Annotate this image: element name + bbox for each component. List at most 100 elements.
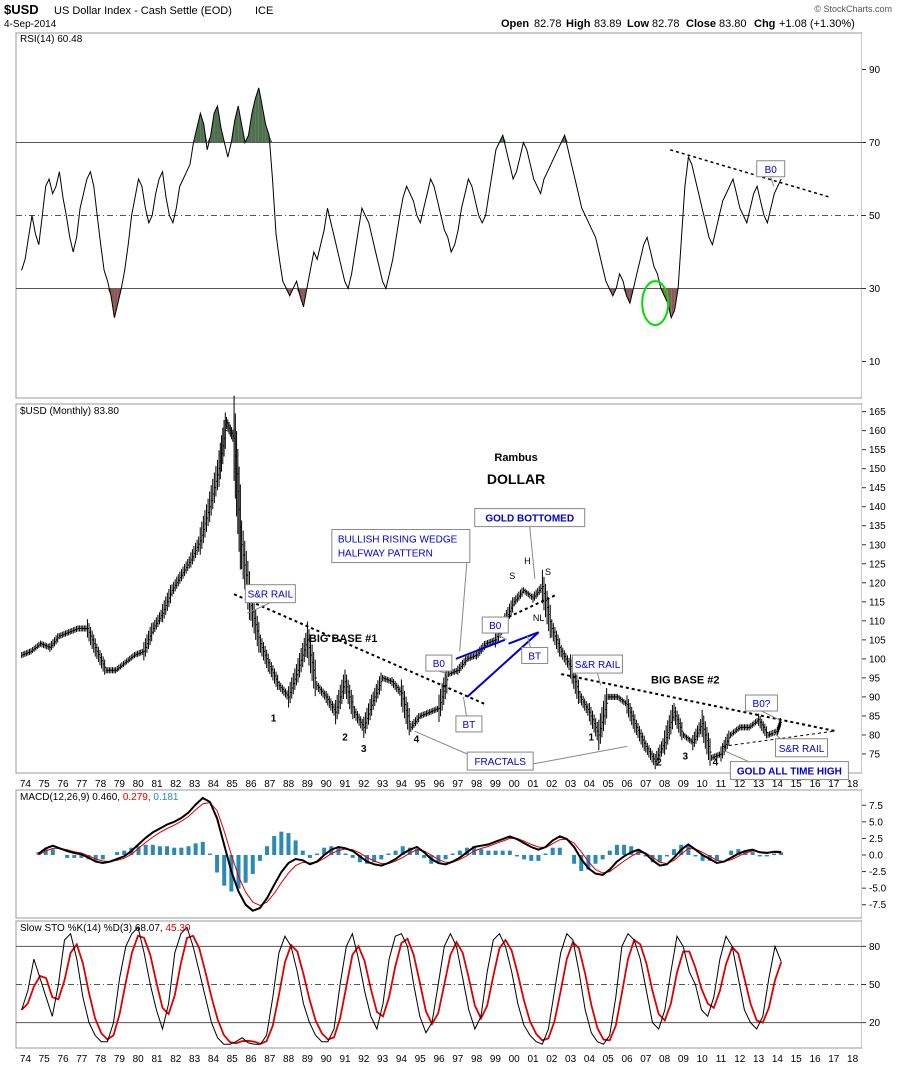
b0-callout-2: B0 (481, 616, 509, 641)
bt-callout-1: BT (455, 696, 483, 733)
macd-hist-bar (436, 854, 441, 863)
sto-ytick-label: 20 (869, 1018, 881, 1029)
rsi-axis-area (862, 33, 900, 398)
macd-hist-bar (779, 852, 784, 855)
macd-legend-part: 0.181 (151, 792, 179, 803)
sto-xtick-label: 85 (227, 1054, 239, 1065)
macd-ytick-label: -5.0 (869, 884, 887, 895)
b0-callout-1-box (425, 654, 453, 672)
macd-axis-area (862, 790, 900, 918)
b0-callout-1-text: B0 (433, 659, 446, 670)
price-xtick-label: 92 (358, 779, 370, 790)
price-xtick-label: 06 (621, 779, 633, 790)
price-xtick-label: 90 (321, 779, 333, 790)
b0q-callout-text: B0? (753, 699, 771, 710)
macd-legend-part: 0.460, (89, 792, 120, 803)
sto-xtick-label: 82 (170, 1054, 182, 1065)
sto-xtick-label: 93 (377, 1054, 389, 1065)
sto-xtick-label: 77 (76, 1054, 88, 1065)
chart-header: $USD US Dollar Index - Cash Settle (EOD)… (4, 2, 892, 30)
fractals-callout: FRACTALS (466, 745, 628, 771)
macd-hist-bar (450, 853, 455, 855)
b0q-callout-box (744, 694, 778, 712)
macd-hist-bar (443, 854, 448, 860)
macd-hist-bar (143, 844, 148, 855)
sto-d-line (20, 934, 783, 1045)
rsi-oversold-fill (114, 288, 118, 318)
sto-xtick-label: 03 (565, 1054, 577, 1065)
price-ytick-label: 75 (869, 749, 881, 760)
macd-hist-bar (300, 850, 305, 855)
macd-hist-bar (400, 846, 405, 855)
price-ytick-label: 85 (869, 711, 881, 722)
macd-hist-bar (415, 849, 420, 855)
macd-hist-bar (522, 854, 527, 860)
macd-hist-bar (643, 854, 648, 857)
instrument-name: US Dollar Index - Cash Settle (EOD) (54, 5, 232, 17)
macd-hist-bar (629, 846, 634, 855)
wedge-upper (455, 638, 506, 660)
fractals-callout-text: FRACTALS (474, 757, 526, 768)
sto-xtick-label: 18 (847, 1054, 859, 1065)
neckline-blue (508, 631, 539, 645)
macd-legend: MACD(12,26,9) 0.460, 0.279, 0.181 (20, 792, 179, 803)
wedge-callout-line1: BULLISH RISING WEDGE (338, 535, 458, 546)
macd-hist-bar (536, 854, 541, 861)
macd-hist-bar (372, 854, 377, 863)
macd-hist-bar (714, 854, 719, 861)
price-xtick-label: 16 (809, 779, 821, 790)
price-xtick-label: 02 (546, 779, 558, 790)
price-xtick-label: 97 (452, 779, 464, 790)
macd-hist-bar (700, 854, 705, 861)
sto-xtick-label: 06 (621, 1054, 633, 1065)
price-xtick-label: 78 (95, 779, 107, 790)
watermark: © StockCharts.com (814, 4, 892, 14)
price-ytick-label: 105 (869, 635, 886, 646)
macd-hist-bar (479, 849, 484, 855)
bt-callout-1-text: BT (463, 720, 476, 731)
gold-bottomed-callout: GOLD BOTTOMED (474, 508, 586, 580)
macd-hist-bar (150, 844, 155, 855)
wedge-callout-box (331, 529, 471, 564)
sto-xtick-label: 80 (133, 1054, 145, 1065)
price-ytick-label: 155 (869, 445, 886, 456)
macd-hist-bar (600, 854, 605, 860)
macd-hist-bar (93, 854, 98, 861)
rsi-overbought-fill (196, 113, 201, 143)
sr-rail-callout-2-box (571, 654, 623, 674)
macd-hist-bar (543, 853, 548, 855)
macd-hist-bar (486, 850, 491, 855)
bt-callout-2: BT (521, 635, 549, 664)
macd-hist-bar (507, 850, 512, 855)
sto-xtick-label: 92 (358, 1054, 370, 1065)
sto-legend-part: 45.30 (163, 923, 191, 934)
rsi-oversold-fill (667, 288, 672, 318)
sr-rail-callout-2: S&R RAIL (571, 654, 623, 686)
rsi-overbought-fill (200, 113, 204, 143)
price-ytick-label: 90 (869, 692, 881, 703)
price-ytick-label: 140 (869, 502, 886, 513)
macd-hist-bar (557, 847, 562, 855)
gold-ath-callout-text: GOLD ALL TIME HIGH (737, 767, 842, 778)
big-base-2-line (560, 673, 836, 733)
sto-xtick-label: 96 (433, 1054, 445, 1065)
sto-xtick-label: 86 (245, 1054, 257, 1065)
sto-xtick-label: 84 (208, 1054, 220, 1065)
sto-xtick-label: 11 (716, 1054, 727, 1065)
fractals-pointer-left (414, 730, 468, 755)
price-xtick-label: 09 (678, 779, 690, 790)
price-xtick-label: 82 (170, 779, 182, 790)
price-xtick-label: 86 (245, 779, 257, 790)
macd-hist-bar (179, 847, 184, 855)
macd-hist-bar (493, 850, 498, 855)
macd-hist-bar (579, 854, 584, 872)
macd-hist-bar (500, 850, 505, 855)
cycle-number: 3 (682, 752, 688, 763)
macd-hist-bar (215, 854, 220, 873)
price-xtick-label: 79 (114, 779, 126, 790)
symbol-label: $USD (4, 2, 39, 17)
price-xtick-label: 74 (20, 779, 32, 790)
bt-callout-1-box (455, 715, 483, 733)
cycle-number: 1 (271, 714, 277, 725)
